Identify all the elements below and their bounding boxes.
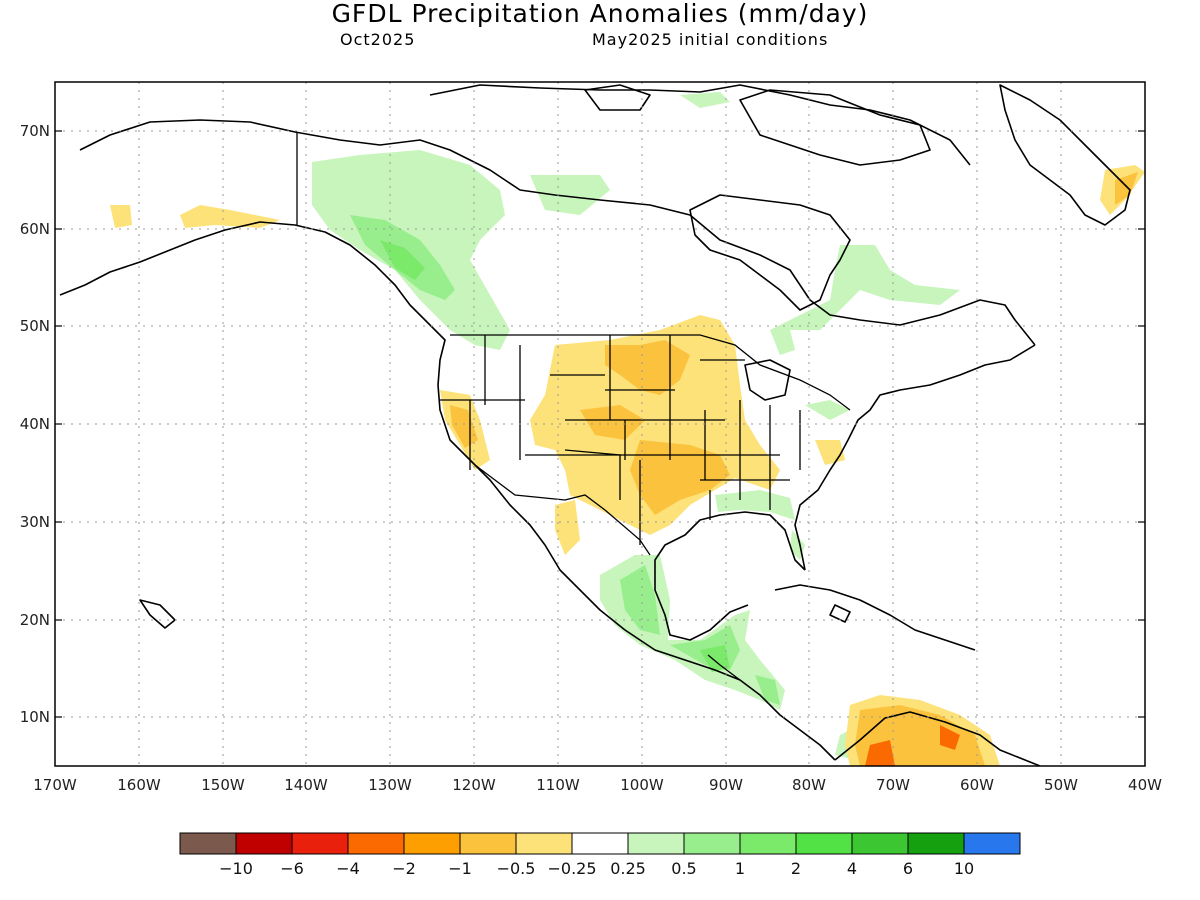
lon-label: 160W [117,776,161,794]
colorbar-label: −10 [219,859,253,878]
colorbar-label: −4 [336,859,360,878]
lon-label: 50W [1044,776,1078,794]
colorbar-label: 4 [847,859,857,878]
colorbar-swatch [683,832,741,855]
lat-label: 70N [20,122,50,140]
colorbar-swatch [459,832,517,855]
lon-label: 100W [620,776,664,794]
lon-label: 60W [960,776,994,794]
colorbar-label: 6 [903,859,913,878]
lat-label: 30N [20,513,50,531]
lat-label: 50N [20,317,50,335]
colorbar-label: 10 [954,859,974,878]
map-title: GFDL Precipitation Anomalies (mm/day) [332,0,869,28]
lon-label: 90W [709,776,743,794]
forecast-month: Oct2025 [340,30,415,49]
lon-label: 40W [1128,776,1162,794]
colorbar-label: 0.25 [610,859,646,878]
lat-label: 10N [20,708,50,726]
colorbar-swatch [907,832,965,855]
colorbar-label: 2 [791,859,801,878]
colorbar-label: −1 [448,859,472,878]
colorbar-label: 0.5 [671,859,696,878]
lon-label: 120W [452,776,496,794]
lon-label: 170W [33,776,77,794]
colorbar-swatch [291,832,349,855]
colorbar-label: −0.5 [497,859,536,878]
lat-label: 40N [20,415,50,433]
longitude-labels: 170W 160W 150W 140W 130W 120W 110W 100W … [33,776,1162,794]
lon-label: 70W [876,776,910,794]
colorbar-label: −0.25 [547,859,596,878]
map-content [55,82,1145,766]
wet-anomaly-regions [312,92,960,760]
colorbar-label: −2 [392,859,416,878]
political-borders [296,132,851,681]
lon-label: 80W [792,776,826,794]
lat-label: 20N [20,611,50,629]
colorbar-swatch [795,832,853,855]
colorbar-swatch [347,832,405,855]
latitude-labels: 70N 60N 50N 40N 30N 20N 10N [20,122,50,726]
lon-label: 110W [536,776,580,794]
initial-conditions: May2025 initial conditions [592,30,828,49]
colorbar-label: 1 [735,859,745,878]
lat-label: 60N [20,220,50,238]
colorbar-label: −6 [280,859,304,878]
axis-ticks [55,130,1145,718]
colorbar-swatch [851,832,909,855]
colorbar-swatch [179,832,237,855]
colorbar-swatch [515,832,573,855]
lon-label: 150W [201,776,245,794]
colorbar-swatch [571,832,629,855]
colorbar-swatch [627,832,685,855]
colorbar-swatch [403,832,461,855]
colorbar: −10 −6 −4 −2 −1 −0.5 −0.25 0.25 0.5 1 2 4 6 10 [179,832,1021,878]
colorbar-swatch [235,832,293,855]
graticule [55,82,1145,766]
lon-label: 140W [284,776,328,794]
colorbar-swatch [963,832,1021,855]
colorbar-swatch [739,832,797,855]
lon-label: 130W [368,776,412,794]
